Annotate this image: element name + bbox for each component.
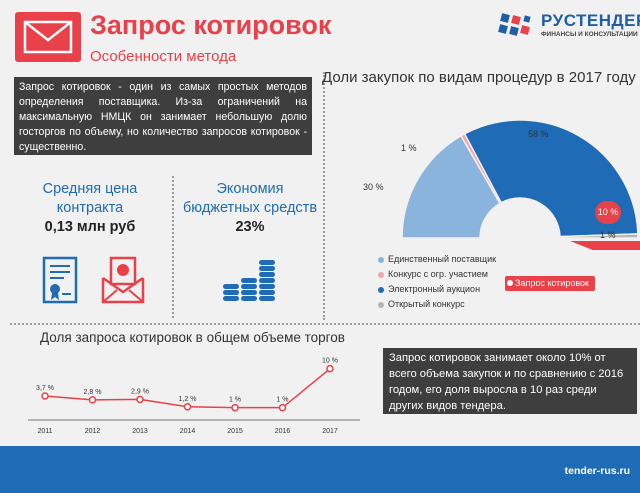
procedure-share-pie-chart — [401, 120, 640, 250]
divider — [172, 176, 174, 318]
logo-name: РУСТЕНДЕР — [541, 11, 640, 30]
pie-label-e-auction: 58 % — [528, 129, 549, 139]
savings-label-1: Экономия — [216, 181, 284, 197]
data-label: 2,8 % — [84, 389, 102, 396]
legend-dot — [507, 280, 513, 286]
page-title: Запрос котировок — [90, 10, 332, 40]
avg-price-label-1: Средняя цена — [42, 181, 138, 197]
legend-label: Конкурс с огр. участием — [388, 269, 488, 279]
legend-dot — [378, 257, 384, 263]
data-label: 1,2 % — [179, 396, 197, 403]
data-label: 1 % — [276, 397, 288, 404]
pie-label-open-contest: 1 % — [600, 230, 616, 240]
data-point — [41, 392, 49, 400]
legend-dot — [378, 302, 384, 308]
summary-note: Запрос котировок занимает около 10% от в… — [383, 348, 637, 414]
contract-document-icon — [42, 256, 78, 309]
data-label: 10 % — [322, 358, 338, 365]
pie-slice-quotation — [570, 241, 640, 250]
avg-price-label-2: контракта — [56, 200, 124, 216]
data-label: 1 % — [229, 397, 241, 404]
data-label: 2,9 % — [131, 388, 149, 395]
x-tick-label: 2011 — [37, 428, 52, 435]
pie-slice-open-contest — [559, 233, 639, 239]
pie-legend: Единственный поставщик Конкурс с огр. уч… — [378, 252, 496, 312]
money-envelope-icon — [101, 256, 145, 309]
pie-chart-title: Доли закупок по видам процедур в 2017 го… — [322, 69, 636, 86]
x-tick-label: 2016 — [275, 428, 291, 435]
avg-price-stat: Средняя цена контракта 0,13 млн руб — [20, 180, 160, 237]
rustender-logo-icon — [497, 12, 537, 47]
savings-label-2: бюджетных средств — [182, 200, 318, 216]
legend-item: Единственный поставщик — [378, 252, 496, 267]
legend-label: Электронный аукцион — [388, 284, 481, 294]
pie-slice-e-auction — [463, 120, 639, 238]
data-point — [231, 403, 239, 412]
legend-item-quotation: Запрос котировок — [505, 276, 595, 291]
footer-site-link[interactable]: tender-rus.ru — [564, 465, 630, 477]
footer-bar — [0, 446, 640, 493]
legend-item: Электронный аукцион — [378, 282, 496, 297]
x-tick-label: 2017 — [322, 428, 338, 435]
legend-label: Открытый конкурс — [388, 299, 465, 309]
avg-price-value: 0,13 млн руб — [44, 219, 136, 235]
data-point — [278, 403, 287, 412]
data-label: 3,7 % — [36, 385, 54, 392]
x-tick-label: 2012 — [85, 428, 101, 435]
pie-label-single-supplier: 30 % — [363, 182, 384, 192]
share-chart-title: Доля запроса котировок в общем объеме то… — [40, 330, 345, 345]
legend-dot — [378, 272, 384, 278]
x-tick-label: 2014 — [180, 428, 196, 435]
page-subtitle: Особенности метода — [90, 48, 237, 65]
intro-text: Запрос котировок - один из самых простых… — [14, 77, 312, 155]
legend-dot — [378, 287, 384, 293]
pie-label-limited-contest: 1 % — [401, 143, 417, 153]
data-point — [183, 403, 192, 411]
data-point — [136, 395, 144, 404]
legend-label: Запрос котировок — [515, 278, 589, 288]
divider — [323, 72, 325, 320]
quotation-share-line-chart: 3,7 % 2011 2,8 % 2012 2,9 % 2013 1,2 % 2014 1 % 2… — [28, 358, 360, 435]
x-tick-label: 2015 — [227, 428, 243, 435]
legend-item: Конкурс с огр. участием — [378, 267, 496, 282]
pie-label-quotation: 10 % — [595, 201, 621, 224]
divider — [10, 323, 640, 325]
savings-value: 23% — [235, 219, 265, 235]
coin-stacks-icon — [221, 256, 279, 309]
savings-stat: Экономия бюджетных средств 23% — [180, 180, 320, 237]
legend-item: Открытый конкурс — [378, 297, 496, 312]
legend-label: Единственный поставщик — [388, 254, 497, 264]
x-tick-label: 2013 — [132, 428, 148, 435]
data-point — [326, 364, 334, 373]
data-point — [88, 396, 97, 404]
logo-tagline: ФИНАНСЫ И КОНСУЛЬТАЦИИ — [541, 31, 638, 38]
envelope-icon — [15, 12, 81, 62]
